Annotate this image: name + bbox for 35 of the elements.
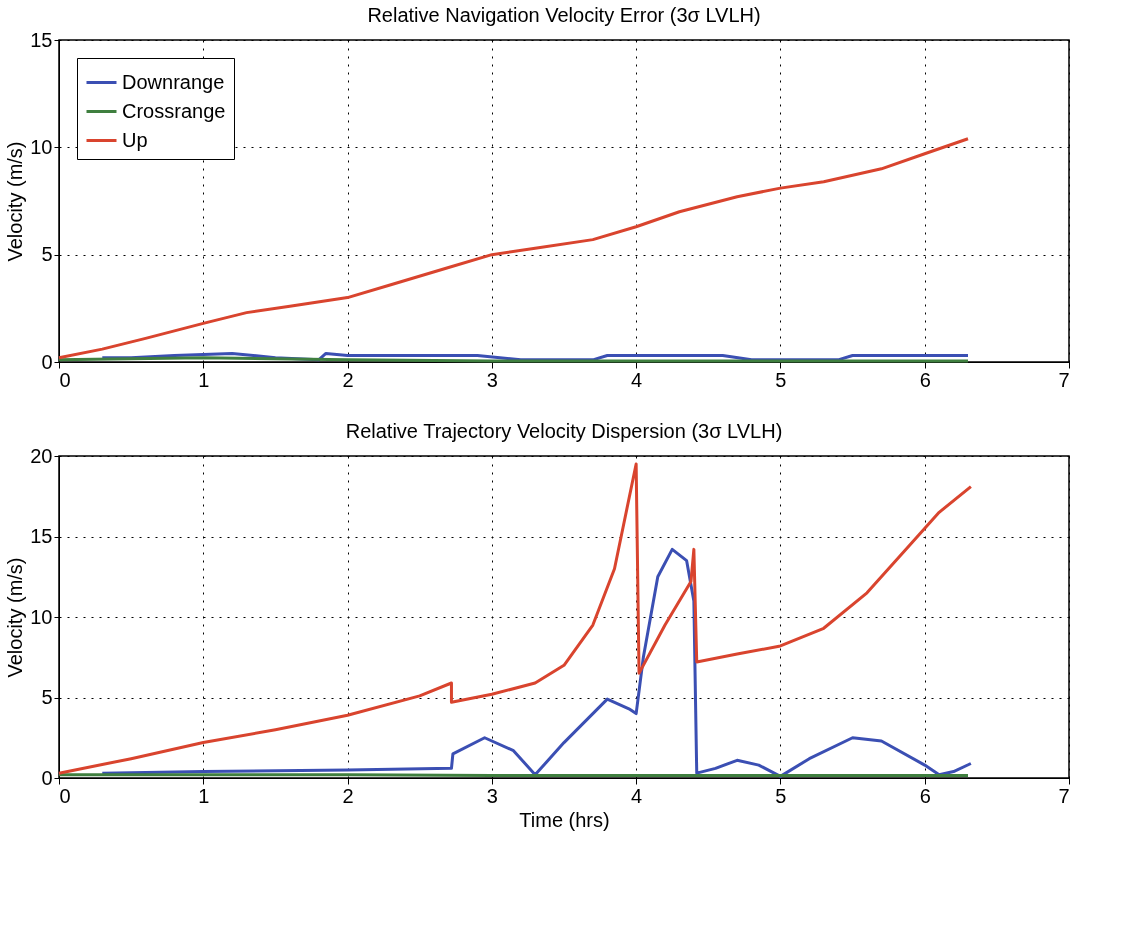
x-tick-label: 2 — [342, 784, 354, 807]
x-tick-label: 4 — [631, 784, 643, 807]
x-tick-label: 2 — [342, 368, 354, 391]
y-tick-label: 5 — [41, 686, 53, 708]
x-tick-label: 0 — [59, 784, 71, 807]
y-axis-title: Velocity (m/s) — [4, 557, 27, 678]
x-tick-label: 7 — [1058, 368, 1070, 391]
y-tick-label: 10 — [30, 135, 53, 158]
x-tick-label: 1 — [198, 784, 210, 807]
y-tick-label: 20 — [30, 444, 53, 467]
legend-label: Downrange — [122, 70, 225, 93]
x-tick-label: 4 — [631, 368, 643, 391]
x-tick-label: 3 — [486, 368, 498, 391]
y-tick-label: 5 — [41, 243, 53, 266]
legend-label: Up — [122, 128, 148, 151]
x-tick-label: 0 — [59, 368, 71, 391]
x-tick-label: 5 — [775, 784, 787, 807]
y-tick-label: 15 — [30, 525, 53, 547]
line-series — [57, 462, 973, 775]
legend-label: Crossrange — [122, 99, 226, 122]
line-series — [100, 547, 973, 778]
x-tick-label: 7 — [1058, 784, 1070, 807]
y-tick-label: 10 — [30, 605, 53, 628]
x-tick-label: 6 — [919, 368, 931, 391]
chart-title: Relative Trajectory Velocity Dispersion (3σ LVLH) — [345, 420, 783, 442]
x-axis-title: Time (hrs) — [519, 808, 610, 831]
x-tick-label: 1 — [198, 368, 210, 391]
y-axis-title: Velocity (m/s) — [4, 141, 27, 262]
y-tick-label: 15 — [30, 28, 53, 51]
y-tick-label: 0 — [41, 766, 53, 789]
x-tick-label: 6 — [919, 784, 931, 807]
y-tick-label: 0 — [41, 350, 53, 373]
x-tick-label: 5 — [775, 368, 787, 391]
chart-title: Relative Navigation Velocity Error (3σ LVLH) — [367, 4, 761, 26]
x-tick-label: 3 — [486, 784, 498, 807]
